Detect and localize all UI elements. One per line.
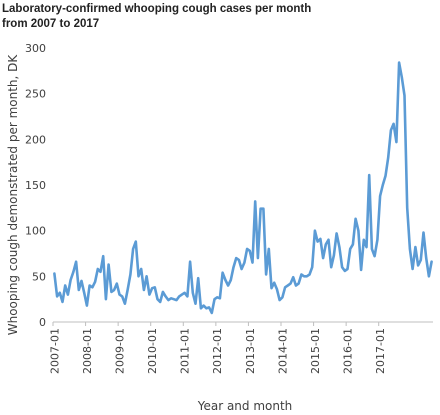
y-axis-ticks: 0 50 100 150 200 250 300 xyxy=(25,42,46,329)
x-tick-label: 2016-01 xyxy=(342,328,355,374)
x-tick-label: 2017-01 xyxy=(374,328,387,374)
x-tick-label: 2010-01 xyxy=(146,328,159,374)
x-tick-label: 2011-01 xyxy=(179,328,192,374)
x-axis-ticks: 2007-01 2008-01 2009-01 2010-01 2011-01 2012-… xyxy=(48,322,387,374)
y-tick-label: 100 xyxy=(25,225,46,238)
x-tick-label: 2013-01 xyxy=(244,328,257,374)
x-axis-label: Year and month xyxy=(197,399,293,413)
y-axis-label: Whooping cough demonstrated per month, D… xyxy=(6,54,20,336)
y-tick-label: 50 xyxy=(32,270,46,283)
x-tick-label: 2008-01 xyxy=(81,328,94,374)
x-tick-label: 2014-01 xyxy=(276,328,289,374)
y-tick-label: 250 xyxy=(25,88,46,101)
y-tick-label: 150 xyxy=(25,179,46,192)
series-line xyxy=(53,61,433,315)
y-tick-label: 200 xyxy=(25,133,46,146)
chart-title-line-2: from 2007 to 2017 xyxy=(2,18,100,30)
y-tick-label: 0 xyxy=(39,316,46,329)
x-tick-label: 2015-01 xyxy=(309,328,322,374)
chart-title-line-1: Laboratory-confirmed whooping cough case… xyxy=(2,3,312,15)
x-tick-label: 2007-01 xyxy=(48,328,61,374)
chart-title: Laboratory-confirmed whooping cough case… xyxy=(2,2,422,32)
x-tick-label: 2009-01 xyxy=(114,328,127,374)
y-tick-label: 300 xyxy=(25,42,46,55)
x-tick-label: 2012-01 xyxy=(211,328,224,374)
